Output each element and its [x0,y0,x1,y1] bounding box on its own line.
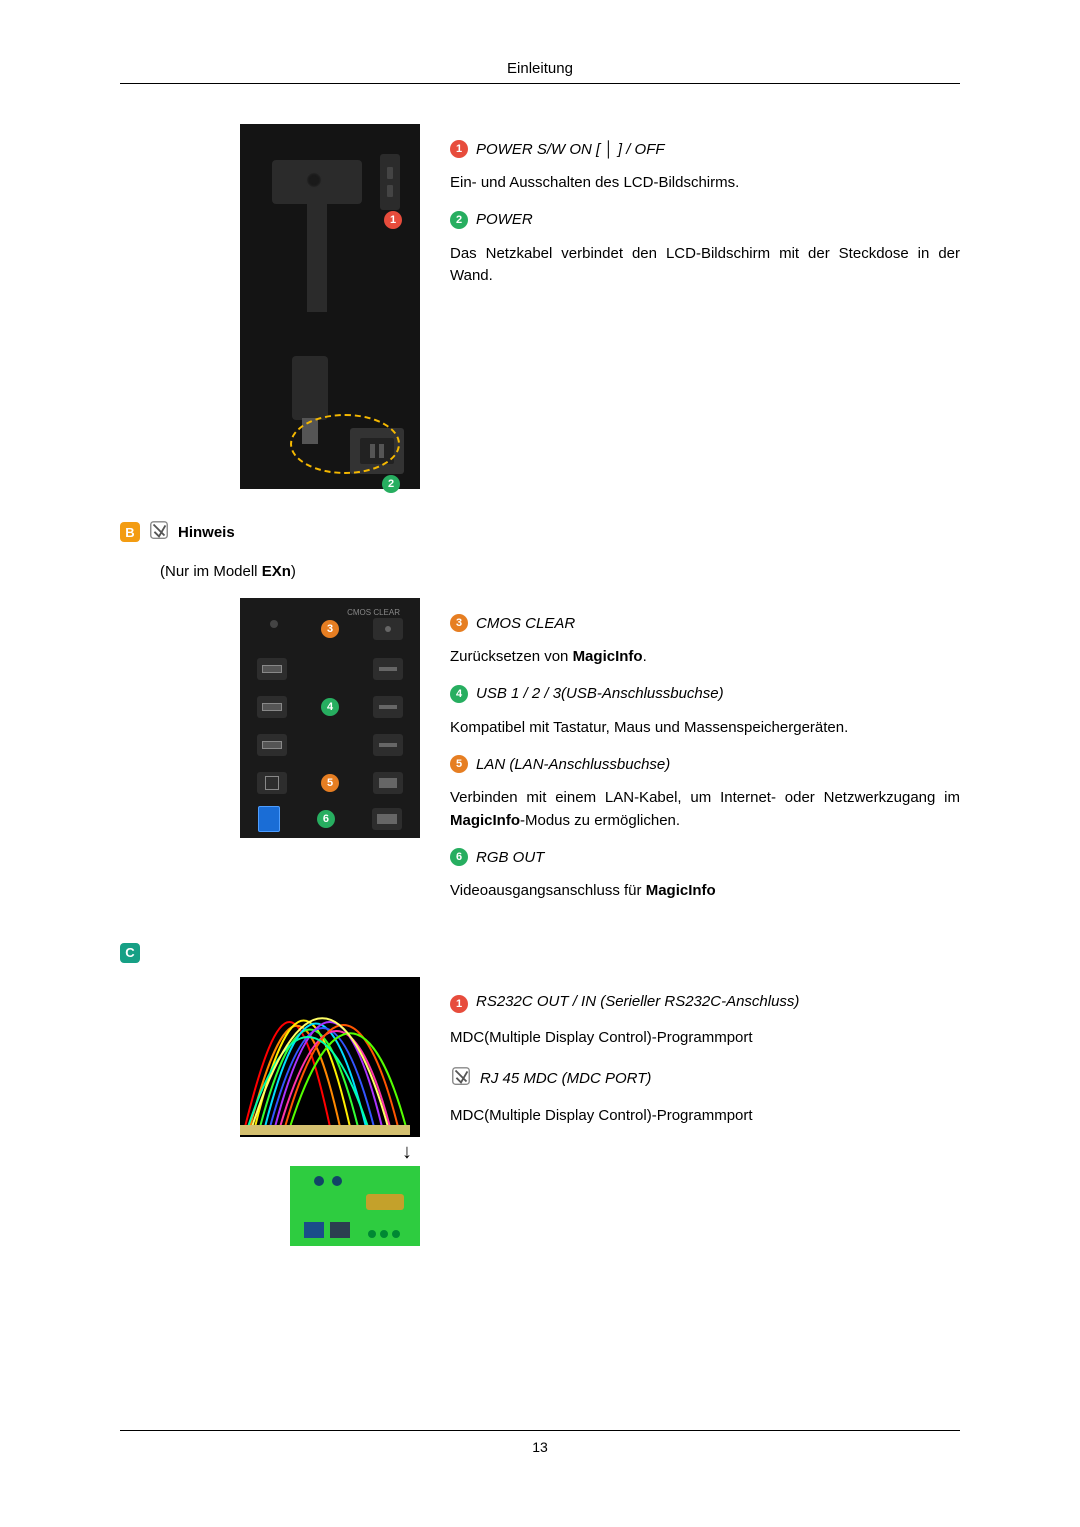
text-power: Das Netzkabel verbindet den LCD-Bildschi… [450,243,960,288]
text-rj45: MDC(Multiple Display Control)-Programmpo… [450,1105,960,1128]
text-lan: Verbinden mit einem LAN-Kabel, um Intern… [450,787,960,832]
figure-power: 1 2 [120,124,420,489]
fig2-callout-6-icon: 6 [317,810,335,828]
fig1-callout-2-icon: 2 [382,475,400,493]
heading-power: 2 POWER [450,211,960,229]
heading-power-title: POWER [476,211,533,228]
heading-power-sw: 1 POWER S/W ON [ │ ] / OFF [450,140,960,158]
section-c-header: C [120,943,960,963]
hinweis-label: Hinweis [178,524,235,541]
heading-rs232-title: RS232C OUT / IN (Serieller RS232C-Anschl… [476,993,799,1010]
heading-lan-title: LAN (LAN-Anschlussbuchse) [476,756,670,773]
bullet-4-icon: 4 [450,685,468,703]
heading-usb-title: USB 1 / 2 / 3(USB-Anschlussbuchse) [476,685,724,702]
heading-usb: 4 USB 1 / 2 / 3(USB-Anschlussbuchse) [450,685,960,703]
text-power-sw: Ein- und Ausschalten des LCD-Bildschirms… [450,172,960,195]
bullet-3-icon: 3 [450,614,468,632]
heading-rgb: 6 RGB OUT [450,848,960,866]
bullet-1-icon: 1 [450,140,468,158]
model-note: (Nur im Modell EXn) [160,563,960,580]
text-cmos: Zurücksetzen von MagicInfo. [450,646,960,669]
note-icon [148,519,170,545]
section-letter-c: C [120,943,140,963]
page-header: Einleitung [120,60,960,84]
section-letter-b: B [120,522,140,542]
fig2-callout-4-icon: 4 [321,698,339,716]
bullet-6-icon: 6 [450,848,468,866]
heading-lan: 5 LAN (LAN-Anschlussbuchse) [450,755,960,773]
section-b-header: B Hinweis [120,519,960,545]
heading-rj45-title: RJ 45 MDC (MDC PORT) [480,1070,651,1087]
fig1-callout-1-icon: 1 [384,211,402,229]
heading-power-sw-title: POWER S/W ON [ │ ] / OFF [476,141,665,158]
heading-rgb-title: RGB OUT [476,849,544,866]
page-footer: 13 [120,1430,960,1455]
text-usb: Kompatibel mit Tastatur, Maus und Massen… [450,717,960,740]
header-title: Einleitung [507,60,573,77]
bullet-2-icon: 2 [450,211,468,229]
note-icon-rj45 [450,1065,472,1091]
text-rgb: Videoausgangsanschluss für MagicInfo [450,880,960,903]
figure-rs232: ↓ [120,977,420,1246]
heading-rs232: 1 RS232C OUT / IN (Serieller RS232C-Ansc… [450,993,960,1013]
down-arrow-icon: ↓ [240,1141,412,1164]
figure-usb-panel: CMOS CLEAR 3 4 [120,598,420,913]
heading-cmos-title: CMOS CLEAR [476,615,575,632]
page-number: 13 [532,1439,548,1455]
bullet-5-icon: 5 [450,755,468,773]
text-rs232: MDC(Multiple Display Control)-Programmpo… [450,1027,960,1050]
bullet-c1-icon: 1 [450,995,468,1013]
heading-rj45: RJ 45 MDC (MDC PORT) [450,1065,960,1091]
fig2-callout-3-icon: 3 [321,620,339,638]
fig2-callout-5-icon: 5 [321,774,339,792]
heading-cmos: 3 CMOS CLEAR [450,614,960,632]
